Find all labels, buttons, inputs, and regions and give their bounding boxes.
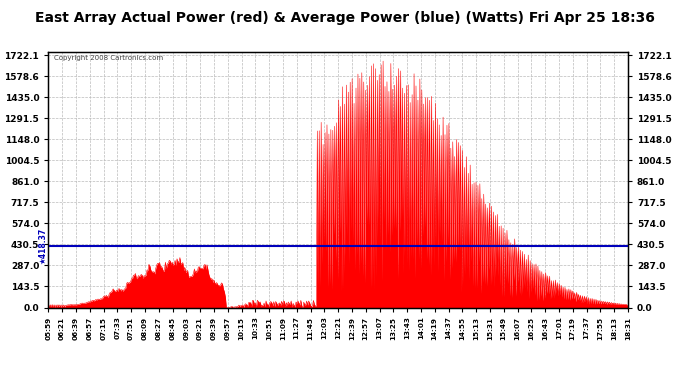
Text: Copyright 2008 Cartronics.com: Copyright 2008 Cartronics.com [54, 55, 164, 61]
Text: East Array Actual Power (red) & Average Power (blue) (Watts) Fri Apr 25 18:36: East Array Actual Power (red) & Average … [35, 11, 655, 25]
Text: ★418.37: ★418.37 [39, 228, 48, 264]
